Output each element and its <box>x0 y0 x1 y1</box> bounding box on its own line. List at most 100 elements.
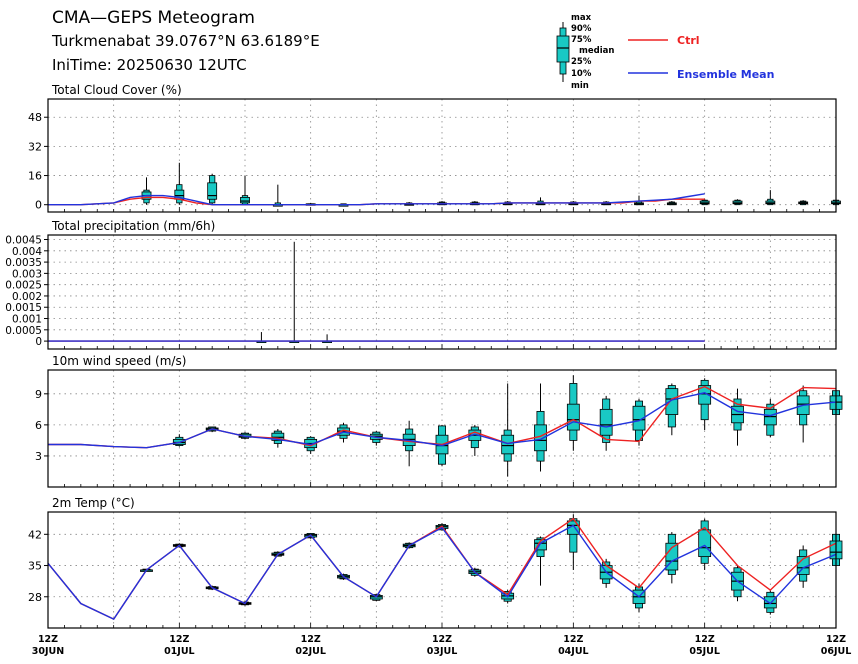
y-tick-label: 28 <box>28 591 42 604</box>
legend-box-label: 90% <box>571 24 592 34</box>
box-25-75 <box>534 539 547 551</box>
box-25-75 <box>599 408 613 436</box>
ensemble-mean-line <box>48 392 837 449</box>
panel-4: 2m Temp (°C) 28 35 42 <box>28 496 843 629</box>
ensemble-box <box>632 398 646 446</box>
x-tick-label-date: 05JUL <box>689 646 720 657</box>
box-25-75 <box>566 403 580 431</box>
panel-title: 10m wind speed (m/s) <box>52 354 186 368</box>
ensemble-box <box>763 590 777 615</box>
panel-frame <box>47 511 837 629</box>
legend-box-label: 25% <box>571 57 592 67</box>
x-tick-label-date: 02JUL <box>295 646 326 657</box>
x-tick-label-hour: 12Z <box>826 634 846 645</box>
x-tick-label-hour: 12Z <box>432 634 452 645</box>
ensemble-box <box>535 197 546 206</box>
location-label: Turkmenabat 39.0767°N 63.6189°E <box>52 32 320 50</box>
y-tick-label: 0.0035 <box>5 257 42 269</box>
box-25-75 <box>665 388 679 415</box>
x-tick-label-date: 03JUL <box>427 646 458 657</box>
ensemble-mean-line <box>47 524 837 620</box>
ensemble-box <box>289 241 300 343</box>
y-tick-label: 3 <box>35 450 42 463</box>
ensemble-box <box>665 383 679 436</box>
ensemble-box <box>732 199 743 206</box>
box-25-75 <box>698 385 712 405</box>
ensemble-box <box>634 195 644 206</box>
y-tick-label: 32 <box>28 140 42 153</box>
chart-title: CMA—GEPS Meteogram <box>52 8 255 28</box>
ensemble-box <box>240 175 250 206</box>
legend-box-25-75 <box>556 35 570 63</box>
box-25-75 <box>240 197 250 204</box>
initime-label: IniTime: 20250630 12UTC <box>52 56 247 74</box>
panel-1: Total Cloud Cover (%) 0 16 32 48 <box>28 83 841 213</box>
y-tick-label: 9 <box>35 388 42 401</box>
y-tick-label: 0.0045 <box>5 235 42 247</box>
y-tick-label: 16 <box>28 170 42 183</box>
panel-title: Total Cloud Cover (%) <box>51 83 182 97</box>
ensemble-box <box>666 201 677 206</box>
panel-frame <box>47 98 837 213</box>
box-25-75 <box>698 529 712 558</box>
x-tick-label-hour: 12Z <box>169 634 189 645</box>
panel-title: Total precipitation (mm/6h) <box>51 219 215 233</box>
ensemble-box <box>599 558 613 588</box>
legend-box-label: 10% <box>571 69 592 79</box>
y-tick-label: 0.003 <box>12 268 42 280</box>
x-tick-label-hour: 12Z <box>301 634 321 645</box>
y-tick-label: 48 <box>28 111 42 124</box>
x-tick-label-hour: 12Z <box>563 634 583 645</box>
legend-ctrl-label: Ctrl <box>677 34 700 47</box>
panel-title: 2m Temp (°C) <box>52 496 135 510</box>
x-tick-label-date: 30JUN <box>32 646 64 657</box>
chart-header: CMA—GEPS Meteogram Turkmenabat 39.0767°N… <box>0 0 858 100</box>
panel-frame <box>47 369 837 488</box>
y-tick-label: 6 <box>35 419 42 432</box>
ensemble-box <box>402 420 416 467</box>
panel-frame <box>47 234 837 350</box>
y-tick-label: 0.001 <box>12 314 42 326</box>
ensemble-box <box>207 173 218 205</box>
ensemble-box <box>566 375 580 451</box>
y-tick-label: 0.0025 <box>5 280 42 292</box>
legend-box-label: min <box>571 81 589 91</box>
box-25-75 <box>632 405 646 431</box>
legend-box-label: max <box>571 13 592 23</box>
ensemble-box <box>141 177 152 205</box>
ensemble-box <box>699 199 710 206</box>
y-tick-label: 35 <box>28 560 42 573</box>
ensemble-box <box>566 514 580 570</box>
legend-mean-label: Ensemble Mean <box>677 68 774 81</box>
ensemble-box <box>665 532 679 584</box>
panel-3: 10m wind speed (m/s) 3 6 9 <box>35 354 843 488</box>
box-25-75 <box>501 434 515 455</box>
x-tick-label-date: 06JUL <box>821 646 852 657</box>
y-tick-label: 0.0005 <box>5 325 42 337</box>
ensemble-box <box>501 383 515 477</box>
legend-box-label: median <box>579 46 614 56</box>
x-tick-label-hour: 12Z <box>38 634 58 645</box>
x-tick-label-date: 01JUL <box>164 646 195 657</box>
ensemble-box <box>763 398 777 438</box>
y-tick-label: 0.002 <box>12 291 42 303</box>
ensemble-box <box>599 395 613 451</box>
x-tick-label-date: 04JUL <box>558 646 589 657</box>
ctrl-line <box>47 517 837 620</box>
y-tick-label: 0 <box>35 336 42 348</box>
x-tick-label-hour: 12Z <box>695 634 715 645</box>
y-tick-label: 0.004 <box>12 246 42 258</box>
y-tick-label: 42 <box>28 528 42 541</box>
ensemble-mean-line <box>48 193 705 206</box>
ensemble-box <box>534 383 547 472</box>
y-tick-label: 0 <box>35 199 42 212</box>
ensemble-box <box>765 190 776 206</box>
ensemble-box <box>731 388 744 446</box>
ensemble-box <box>468 424 482 456</box>
ensemble-box <box>698 518 712 570</box>
box-25-75 <box>763 596 777 609</box>
ensemble-box <box>272 184 283 207</box>
